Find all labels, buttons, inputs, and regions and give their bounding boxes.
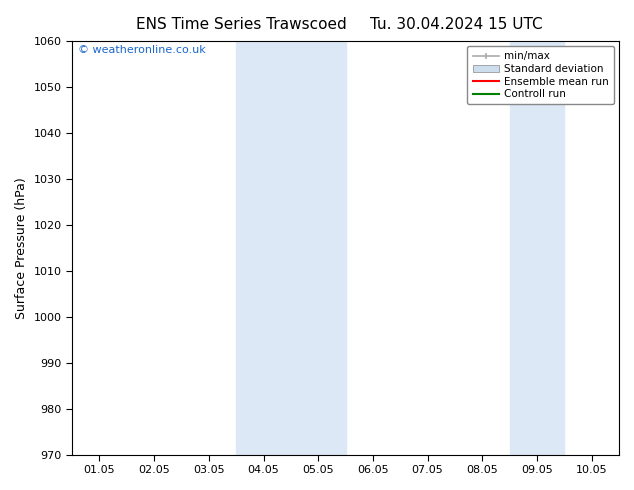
Bar: [510, 41, 564, 455]
Text: ENS Time Series Trawscoed: ENS Time Series Trawscoed: [136, 17, 346, 32]
Legend: min/max, Standard deviation, Ensemble mean run, Controll run: min/max, Standard deviation, Ensemble me…: [467, 46, 614, 104]
Bar: [236, 41, 346, 455]
Text: © weatheronline.co.uk: © weatheronline.co.uk: [77, 45, 205, 55]
Text: Tu. 30.04.2024 15 UTC: Tu. 30.04.2024 15 UTC: [370, 17, 543, 32]
Y-axis label: Surface Pressure (hPa): Surface Pressure (hPa): [15, 177, 28, 318]
